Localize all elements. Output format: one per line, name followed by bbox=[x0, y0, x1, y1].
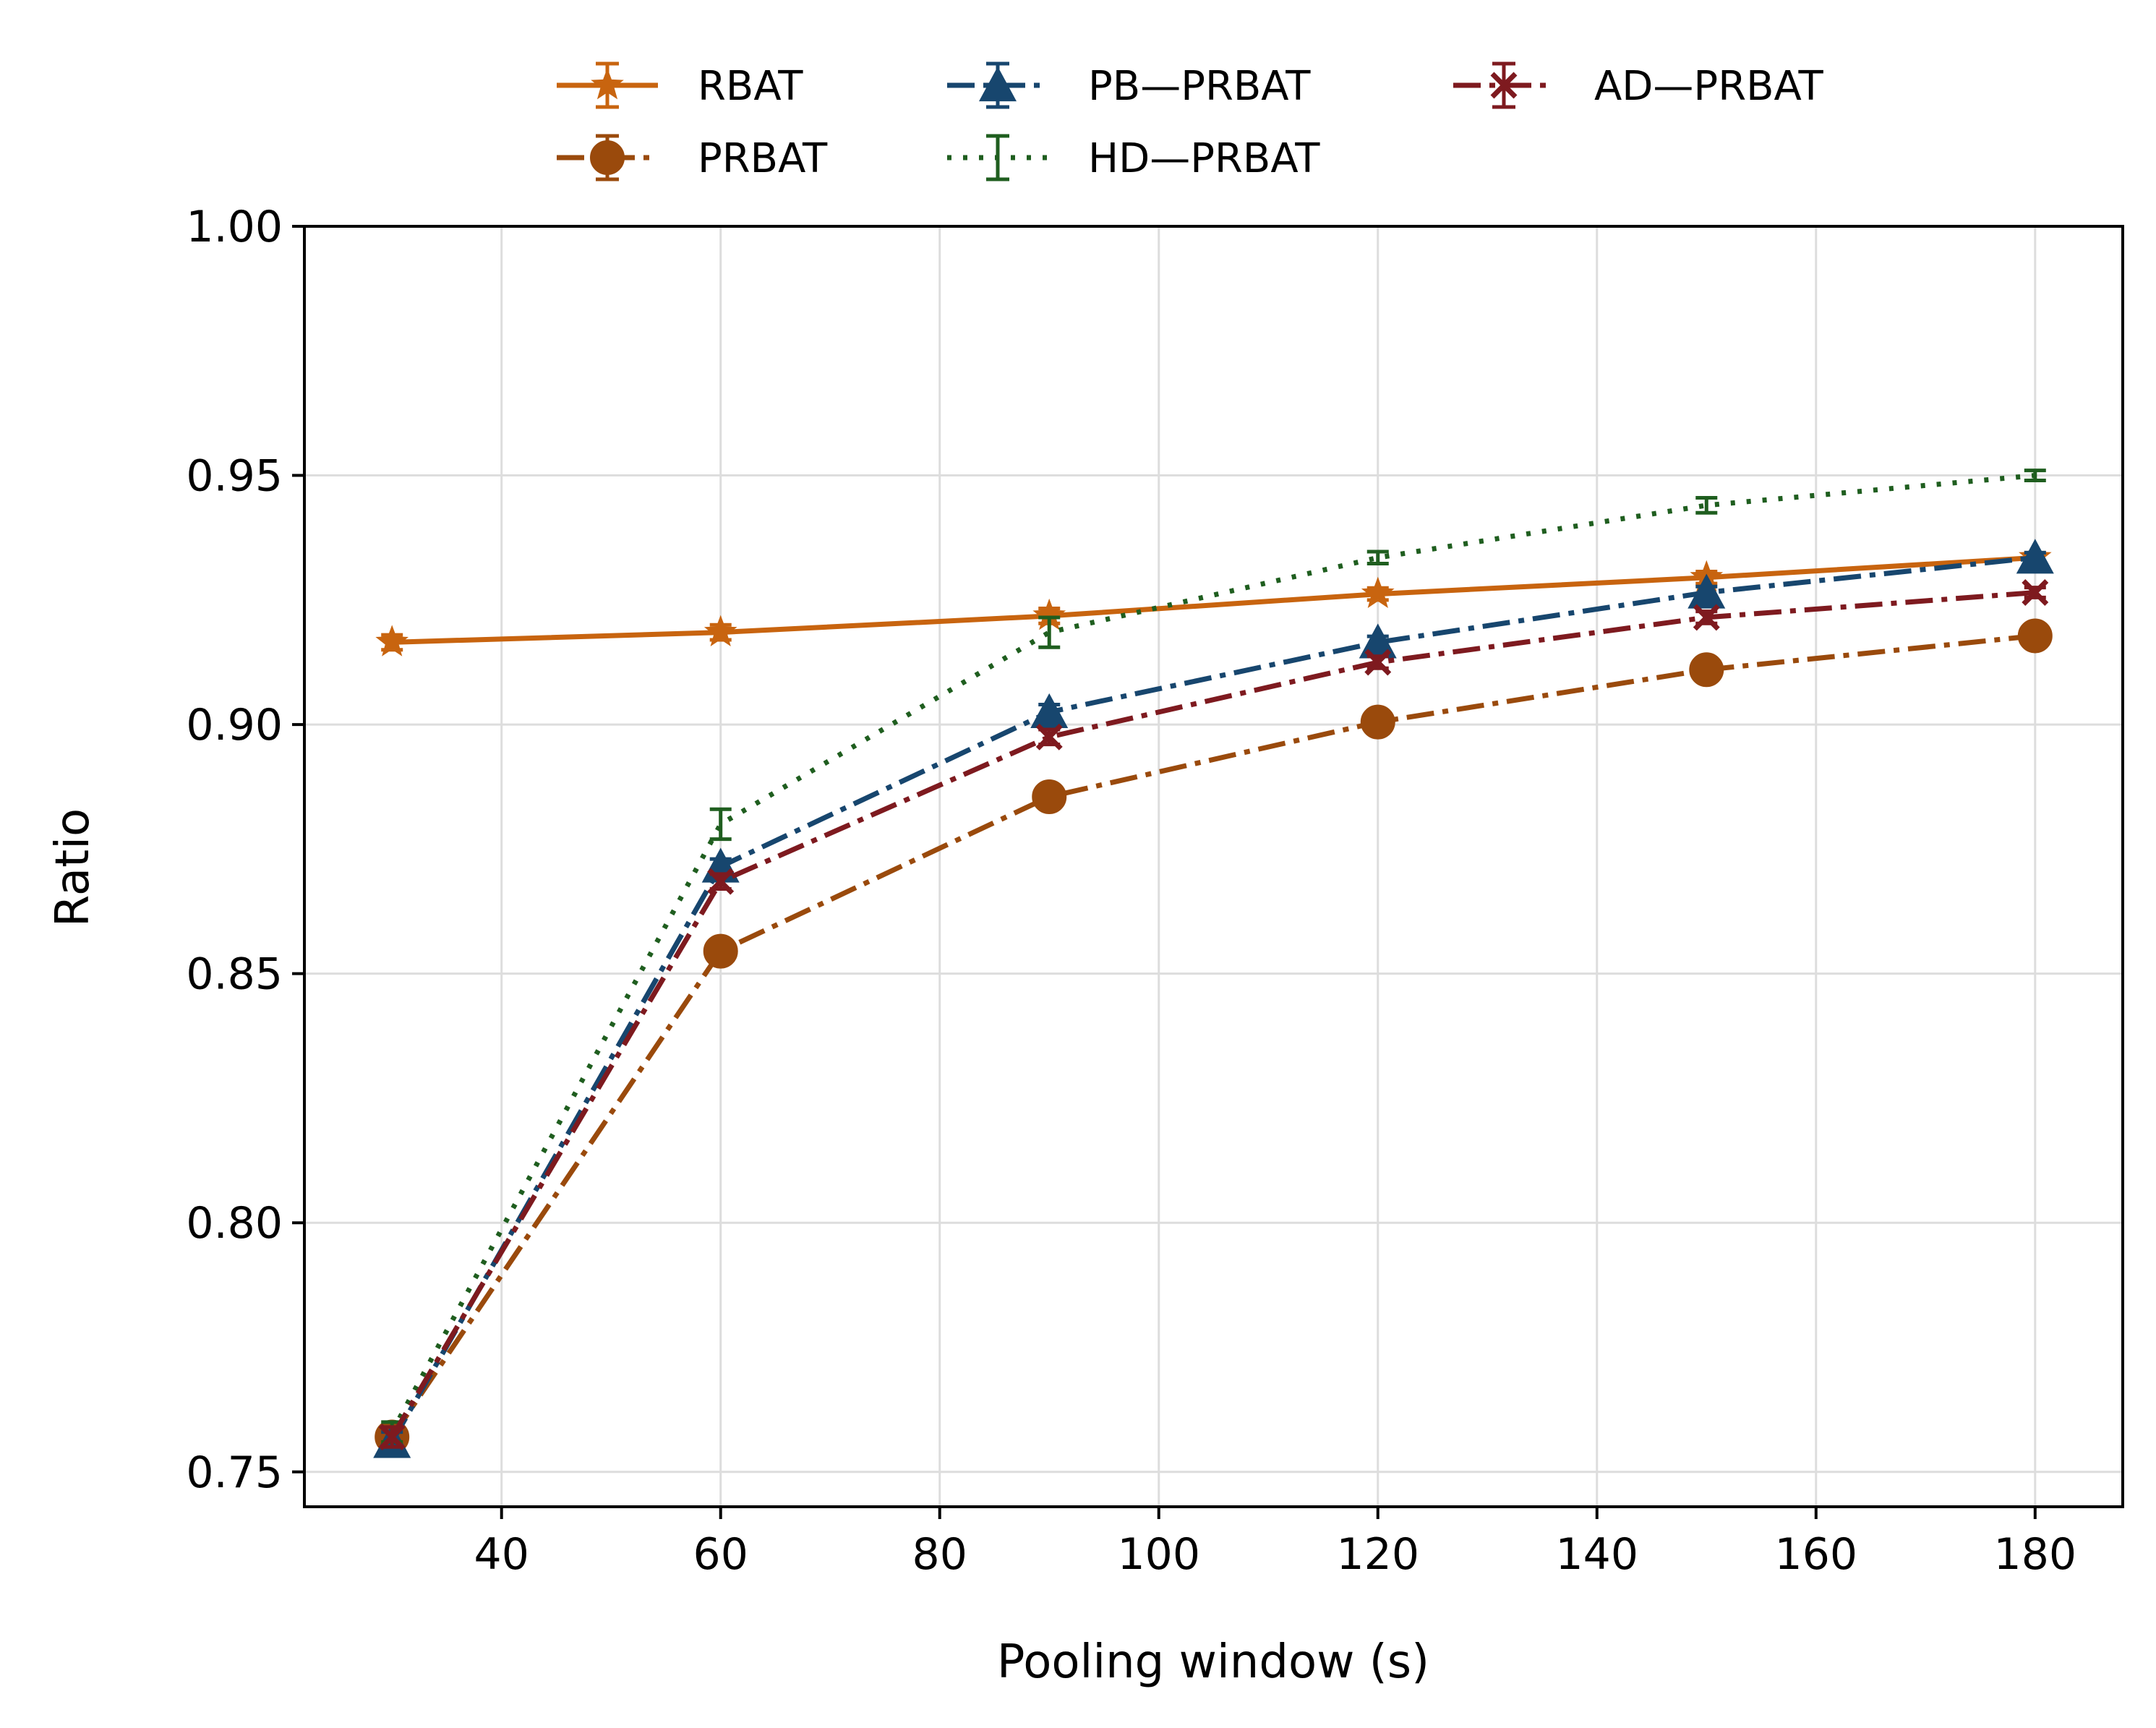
legend-marker bbox=[1490, 72, 1518, 99]
legend: RBAT PRBAT PB—PRBAT HD—PRBAT AD—PRBAT bbox=[557, 61, 1823, 182]
x-tick-label: 160 bbox=[1775, 1529, 1858, 1580]
legend-label: PB—PRBAT bbox=[1088, 63, 1311, 110]
data-point bbox=[1035, 723, 1063, 750]
x-tick-label: 140 bbox=[1556, 1529, 1639, 1580]
plot-frame bbox=[303, 225, 2124, 1508]
y-tick-label: 0.85 bbox=[186, 949, 283, 1000]
data-point bbox=[1360, 704, 1395, 740]
error-bar bbox=[2024, 469, 2046, 482]
x-tick-label: 60 bbox=[693, 1529, 748, 1580]
data-point bbox=[2016, 539, 2054, 574]
error-bar bbox=[709, 807, 732, 842]
x-tick-label: 40 bbox=[474, 1529, 529, 1580]
series-line bbox=[390, 590, 2036, 1439]
legend-label: RBAT bbox=[698, 63, 803, 110]
data-point bbox=[2022, 579, 2049, 606]
x-axis-label: Pooling window (s) bbox=[997, 1635, 1429, 1689]
series-ad-prbat bbox=[378, 579, 2049, 1451]
legend-label: PRBAT bbox=[698, 135, 828, 182]
data-point bbox=[707, 868, 735, 895]
legend-label: AD—PRBAT bbox=[1594, 63, 1823, 110]
legend-item: HD—PRBAT bbox=[947, 134, 1320, 182]
ticks: 40 60 80 100 120 140 160 180 0.75 0.80 0.85 0.90 0.9… bbox=[186, 202, 2076, 1580]
error-bar bbox=[1038, 615, 1061, 649]
legend-label: HD—PRBAT bbox=[1088, 135, 1320, 182]
y-tick-label: 0.95 bbox=[186, 451, 283, 502]
series-line bbox=[390, 473, 2036, 1434]
data-point bbox=[375, 625, 408, 656]
data-point bbox=[1364, 649, 1392, 676]
data-point bbox=[1361, 576, 1395, 608]
series-line bbox=[390, 633, 2036, 1439]
data-point bbox=[1689, 652, 1724, 688]
legend-marker bbox=[591, 68, 624, 100]
error-bar bbox=[1695, 496, 1718, 515]
x-tick-label: 120 bbox=[1336, 1529, 1419, 1580]
data-point bbox=[1032, 779, 1067, 815]
legend-item: PRBAT bbox=[557, 134, 828, 182]
series-line bbox=[392, 555, 2036, 645]
data-point bbox=[1687, 573, 1726, 609]
y-tick-label: 0.90 bbox=[186, 700, 283, 750]
legend-marker bbox=[590, 140, 625, 175]
data-point bbox=[703, 933, 738, 969]
y-tick-label: 1.00 bbox=[186, 202, 283, 252]
x-tick-label: 80 bbox=[912, 1529, 967, 1580]
data-point bbox=[1030, 693, 1069, 728]
y-tick-label: 0.80 bbox=[186, 1198, 283, 1249]
series-rbat bbox=[375, 540, 2052, 656]
legend-marker bbox=[979, 67, 1017, 102]
legend-item: RBAT bbox=[557, 61, 803, 110]
legend-item: PB—PRBAT bbox=[947, 61, 1311, 110]
legend-item: AD—PRBAT bbox=[1453, 61, 1823, 110]
y-tick-label: 0.75 bbox=[186, 1447, 283, 1498]
data-point bbox=[2017, 618, 2053, 654]
x-tick-label: 100 bbox=[1117, 1529, 1200, 1580]
y-axis-label: Ratio bbox=[46, 808, 100, 927]
error-bar bbox=[1366, 549, 1389, 566]
series-layer bbox=[373, 469, 2054, 1458]
data-point bbox=[1693, 604, 1720, 631]
data-point bbox=[1032, 598, 1066, 630]
data-point bbox=[378, 1424, 406, 1451]
x-tick-label: 180 bbox=[1994, 1529, 2077, 1580]
data-point bbox=[703, 615, 737, 646]
